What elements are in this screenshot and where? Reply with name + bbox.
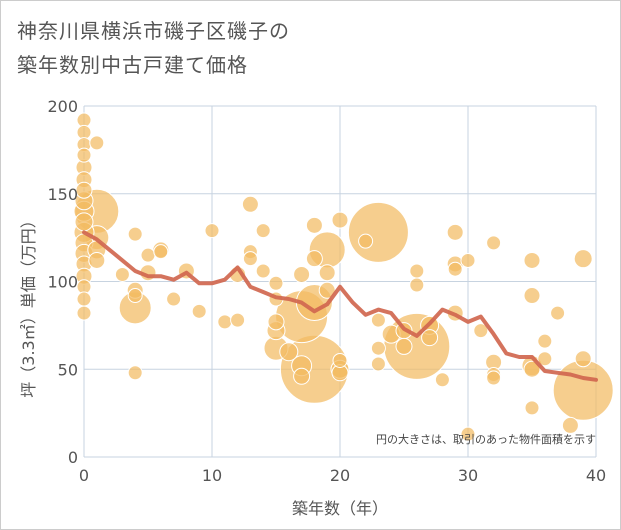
- data-point: [76, 305, 92, 321]
- data-point: [523, 251, 541, 269]
- data-point: [267, 313, 285, 331]
- y-tick-label: 0: [68, 448, 78, 467]
- data-point: [561, 416, 579, 434]
- data-point: [347, 201, 409, 263]
- data-point: [140, 247, 156, 263]
- data-point: [318, 264, 336, 282]
- data-point: [268, 275, 284, 291]
- data-point: [409, 277, 425, 293]
- data-point: [523, 287, 541, 305]
- x-tick-label: 30: [458, 466, 478, 485]
- data-point: [446, 223, 464, 241]
- x-axis-title: 築年数（年）: [292, 499, 388, 518]
- data-point: [460, 252, 476, 268]
- data-point: [305, 250, 323, 268]
- data-point: [447, 261, 463, 277]
- data-point: [486, 370, 502, 386]
- x-tick-label: 0: [79, 466, 89, 485]
- data-point: [279, 342, 299, 362]
- x-tick-label: 10: [202, 466, 222, 485]
- data-point: [241, 195, 259, 213]
- data-point: [370, 340, 386, 356]
- data-point: [191, 303, 207, 319]
- data-point: [127, 365, 143, 381]
- data-point: [358, 233, 374, 249]
- data-point: [486, 235, 502, 251]
- data-point: [383, 312, 451, 380]
- data-point: [537, 333, 553, 349]
- data-point: [573, 249, 593, 269]
- data-point: [88, 251, 106, 269]
- data-point: [255, 263, 271, 279]
- data-point: [230, 312, 246, 328]
- data-point: [332, 352, 348, 368]
- trend-layer: [82, 230, 598, 382]
- data-point: [127, 226, 143, 242]
- x-tick-label: 40: [586, 466, 606, 485]
- data-point: [166, 291, 182, 307]
- data-point: [550, 305, 566, 321]
- title-line-2: 築年数別中古戸建て価格: [17, 53, 248, 77]
- bubble-size-note: 円の大きさは、取引のあった物件面積を示す: [376, 432, 596, 446]
- data-point: [255, 223, 271, 239]
- y-tick-label: 200: [47, 97, 78, 116]
- data-point: [523, 360, 541, 378]
- data-point: [370, 312, 386, 328]
- data-point: [76, 291, 92, 307]
- data-point: [370, 356, 386, 372]
- data-point: [305, 216, 323, 234]
- data-point: [242, 251, 258, 267]
- y-axis-title: 坪（3.3㎡）単価（万円）: [19, 212, 38, 397]
- data-point: [127, 288, 143, 304]
- grid-lines: [83, 105, 597, 458]
- chart-title: 神奈川県横浜市磯子区磯子の 築年数別中古戸建て価格: [17, 14, 290, 82]
- data-point: [75, 181, 93, 199]
- data-point: [89, 135, 105, 151]
- data-point: [74, 212, 94, 232]
- data-point: [217, 314, 233, 330]
- data-point: [574, 350, 592, 368]
- data-point: [460, 426, 476, 442]
- data-point: [293, 367, 311, 385]
- data-point: [524, 400, 540, 416]
- y-tick-label: 150: [47, 185, 78, 204]
- data-point: [76, 147, 92, 163]
- data-point: [537, 351, 553, 367]
- data-point: [153, 244, 169, 260]
- data-point: [409, 263, 425, 279]
- y-tick-label: 50: [58, 360, 78, 379]
- data-point: [552, 359, 614, 421]
- data-point: [331, 211, 349, 229]
- data-point: [293, 265, 311, 283]
- data-point: [434, 372, 450, 388]
- data-point: [114, 266, 130, 282]
- data-point: [473, 323, 489, 339]
- data-point: [204, 223, 220, 239]
- data-point: [395, 337, 413, 355]
- axes-layer: 0 10 20 30 40 0 50 100 150 200: [47, 97, 606, 485]
- data-point: [421, 329, 439, 347]
- title-line-1: 神奈川県横浜市磯子区磯子の: [17, 19, 290, 43]
- y-tick-label: 100: [47, 273, 78, 292]
- trend-line: [82, 230, 598, 382]
- x-tick-label: 20: [330, 466, 350, 485]
